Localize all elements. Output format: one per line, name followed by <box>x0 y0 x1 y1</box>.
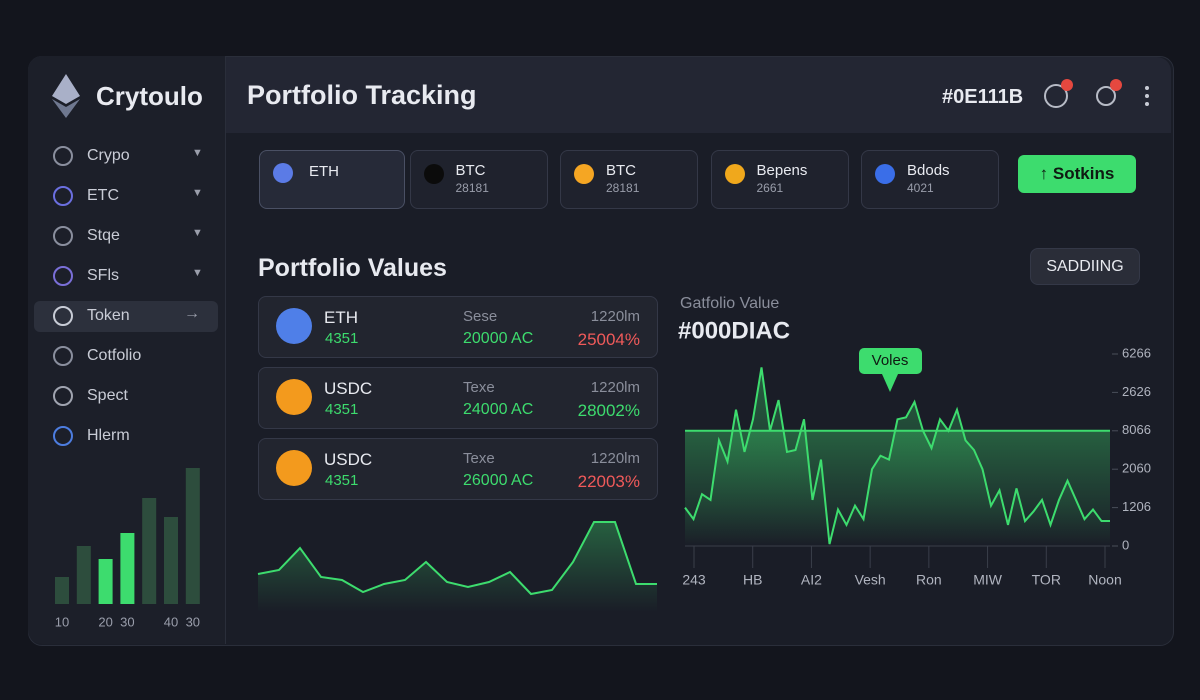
token-icon <box>423 164 444 184</box>
asset-icon <box>276 308 312 344</box>
token-value: 2661 <box>756 181 784 195</box>
token-name: Bepens <box>756 162 808 179</box>
token-value: 4021 <box>907 181 934 195</box>
menu-icon <box>53 426 73 446</box>
asset-icon <box>276 379 312 415</box>
portfolio-row[interactable] <box>258 296 658 358</box>
menu-label[interactable]: ETC <box>87 187 119 204</box>
portfolio-row[interactable] <box>258 438 658 500</box>
button-label: ↑ <box>1039 164 1053 183</box>
token-icon <box>574 164 594 184</box>
token-name: ETH <box>309 163 339 180</box>
change: 22003% <box>577 472 640 491</box>
menu-chevron: ▼ <box>192 187 203 199</box>
menu-chevron: ▼ <box>192 147 203 159</box>
asset-value: 4351 <box>325 330 359 347</box>
token-icon <box>724 164 745 184</box>
asset-name: ETH <box>324 308 358 327</box>
right-label: 1220lm <box>590 379 640 396</box>
menu-chevron: ▼ <box>192 227 203 239</box>
brand-name: Crytoulo <box>96 81 203 111</box>
mid-label: Texe <box>463 379 495 396</box>
menu-label[interactable]: Spect <box>87 387 128 404</box>
token-icon <box>875 164 895 184</box>
mid-label: Sese <box>463 308 498 325</box>
menu-label[interactable]: Hlerm <box>87 427 130 444</box>
menu-icon <box>53 226 73 246</box>
page-title: Portfolio Tracking <box>247 80 477 110</box>
header-code: #0E111B <box>942 86 1024 108</box>
right-label: 1220lm <box>590 308 640 325</box>
change: 25004% <box>577 330 640 349</box>
menu-arrow: → <box>184 305 200 322</box>
menu-label[interactable]: SFls <box>87 267 119 284</box>
asset-name: USDC <box>324 450 373 469</box>
menu-label[interactable]: Token <box>87 307 130 324</box>
button-label: Sotkins <box>1052 164 1115 183</box>
menu-label[interactable]: Cotfolio <box>87 347 142 364</box>
menu-icon <box>53 306 73 326</box>
menu-label[interactable]: Crypo <box>87 147 130 164</box>
mid-value: 24000 AC <box>463 401 534 418</box>
menu-icon <box>53 346 73 366</box>
brand-logo <box>52 74 80 118</box>
menu-icon <box>53 386 73 406</box>
token-name: Bdods <box>907 162 950 179</box>
change: 28002% <box>577 401 640 420</box>
header-bar <box>226 57 1171 133</box>
token-card[interactable] <box>861 150 999 209</box>
token-value: 28181 <box>606 181 640 195</box>
portfolio-row[interactable] <box>258 367 658 429</box>
menu-icon <box>53 146 73 166</box>
token-name: BTC <box>455 162 486 179</box>
asset-name: USDC <box>324 379 373 398</box>
section-title: Portfolio Values <box>258 254 447 282</box>
asset-value: 4351 <box>325 401 359 418</box>
menu-chevron: ▼ <box>192 267 203 279</box>
mid-label: Texe <box>463 450 495 467</box>
token-value: 28181 <box>455 181 489 195</box>
header-icons[interactable] <box>1040 76 1160 116</box>
action-button[interactable]: ↑ Sotkins <box>1018 155 1136 193</box>
secondary-button[interactable]: SADDIING <box>1030 248 1140 285</box>
asset-icon <box>276 450 312 486</box>
button-label: SADDIING <box>1046 258 1124 275</box>
asset-value: 4351 <box>325 472 359 489</box>
mid-value: 26000 AC <box>463 472 534 489</box>
mid-value: 20000 AC <box>463 330 534 347</box>
menu-icon <box>53 266 73 286</box>
menu-label[interactable]: Stqe <box>87 227 120 244</box>
right-label: 1220lm <box>590 450 640 467</box>
token-icon <box>273 163 293 183</box>
menu-icon <box>53 186 73 206</box>
token-name: BTC <box>606 162 636 179</box>
